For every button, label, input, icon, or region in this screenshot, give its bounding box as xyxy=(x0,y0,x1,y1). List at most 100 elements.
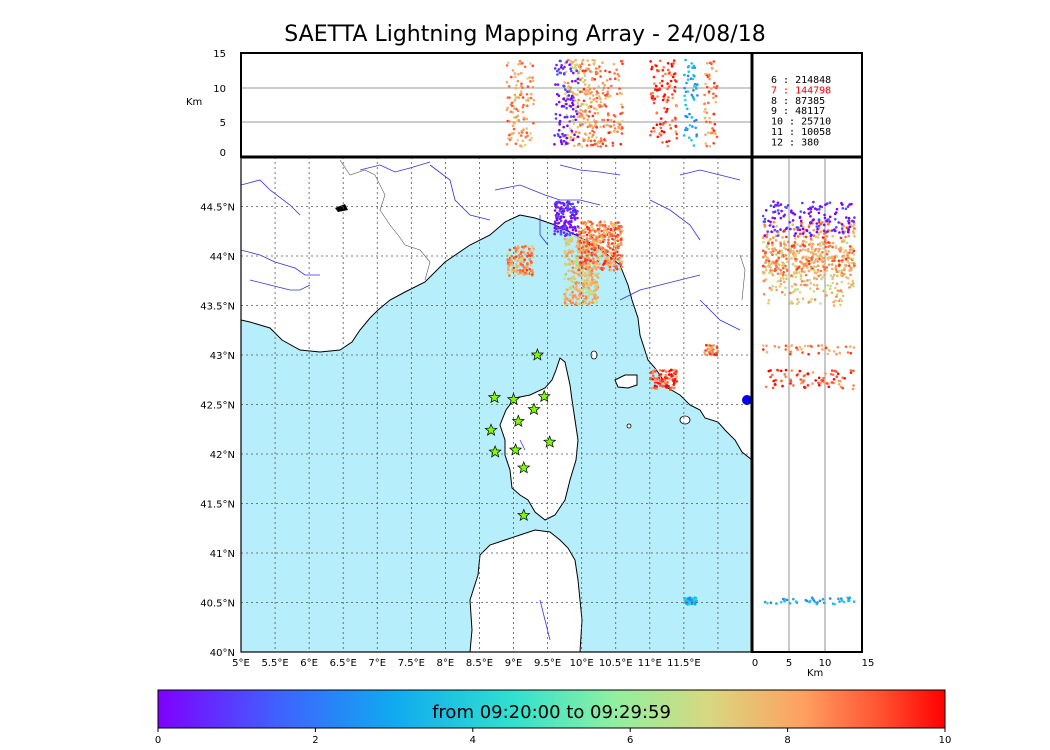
lightning-source xyxy=(589,240,593,244)
top-altitude-source xyxy=(589,143,593,147)
lightning-source xyxy=(712,348,715,351)
right-altitude-source xyxy=(826,284,829,287)
lightning-source xyxy=(566,205,570,208)
right-altitude-source xyxy=(815,222,819,225)
top-altitude-source xyxy=(510,136,513,140)
top-altitude-source xyxy=(612,113,616,117)
right-altitude-source xyxy=(807,269,811,273)
right-altitude-source xyxy=(827,245,830,249)
top-altitude-source xyxy=(674,130,678,133)
lightning-source xyxy=(568,231,572,235)
right-altitude-source xyxy=(850,267,853,270)
top-y-tick-label: 10 xyxy=(213,84,226,95)
top-source-cluster xyxy=(703,60,719,148)
right-altitude-source xyxy=(801,201,804,205)
right-altitude-source xyxy=(776,201,780,205)
legend-row: 10 : 25710 xyxy=(771,117,831,128)
right-altitude-source xyxy=(767,239,770,243)
right-altitude-source xyxy=(784,254,788,257)
lon-tick-label: 9.5°E xyxy=(534,658,561,669)
top-altitude-source xyxy=(604,69,607,73)
right-altitude-source xyxy=(815,283,819,287)
lightning-source xyxy=(610,253,613,256)
lightning-source xyxy=(563,301,567,305)
lightning-source xyxy=(530,244,534,248)
right-altitude-source xyxy=(840,223,844,226)
lightning-source xyxy=(579,256,582,260)
top-altitude-source xyxy=(559,66,563,69)
right-altitude-source xyxy=(800,280,804,283)
right-altitude-source xyxy=(765,350,769,354)
right-altitude-source xyxy=(817,211,821,215)
right-altitude-source xyxy=(767,264,770,268)
top-altitude-source xyxy=(620,92,623,95)
lightning-source xyxy=(670,373,673,376)
colorbar-tick-label: 10 xyxy=(939,735,952,746)
top-altitude-source xyxy=(597,104,601,107)
top-altitude-source xyxy=(691,66,694,69)
center-marker xyxy=(742,395,752,405)
top-altitude-source xyxy=(705,144,708,148)
top-altitude-source xyxy=(608,124,612,128)
top-altitude-source xyxy=(581,123,584,126)
right-altitude-source xyxy=(849,351,853,355)
lightning-source xyxy=(585,238,588,241)
top-altitude-source xyxy=(587,89,590,93)
lightning-source xyxy=(577,265,581,269)
top-altitude-source xyxy=(576,88,580,92)
top-altitude-source xyxy=(569,105,573,108)
top-altitude-source xyxy=(649,133,652,137)
top-altitude-source xyxy=(596,111,600,115)
right-altitude-source xyxy=(767,219,770,223)
right-altitude-source xyxy=(799,249,802,252)
lightning-source xyxy=(593,285,597,289)
right-altitude-source xyxy=(761,249,765,253)
right-altitude-source xyxy=(831,259,834,263)
top-altitude-source xyxy=(658,87,661,90)
lon-tick-label: 7.5°E xyxy=(398,658,425,669)
right-altitude-source xyxy=(806,279,809,282)
top-altitude-source xyxy=(511,69,515,72)
right-altitude-source xyxy=(781,236,784,239)
top-altitude-source xyxy=(531,64,535,68)
right-altitude-source xyxy=(853,264,856,267)
right-altitude-source xyxy=(801,232,805,235)
right-altitude-source xyxy=(808,600,811,604)
lightning-source xyxy=(578,274,581,278)
top-altitude-source xyxy=(583,74,587,77)
lightning-source xyxy=(575,301,578,305)
lightning-source xyxy=(606,250,609,253)
lightning-source xyxy=(715,351,718,355)
right-altitude-source xyxy=(822,242,825,246)
right-altitude-source xyxy=(781,273,785,277)
right-altitude-source xyxy=(825,253,829,256)
top-altitude-source xyxy=(588,97,592,100)
right-altitude-source xyxy=(832,304,836,307)
lightning-source xyxy=(590,291,594,295)
top-altitude-source xyxy=(571,118,575,122)
top-altitude-source xyxy=(675,132,678,136)
top-altitude-source xyxy=(592,98,595,101)
top-panel-bg xyxy=(241,53,862,157)
right-altitude-source xyxy=(823,213,826,217)
lightning-source xyxy=(583,272,587,275)
top-altitude-source xyxy=(520,82,523,86)
colorbar-tick-label: 8 xyxy=(784,735,790,746)
right-altitude-source xyxy=(848,286,851,289)
top-altitude-source xyxy=(561,67,565,70)
lightning-source xyxy=(603,228,607,232)
lightning-source xyxy=(600,229,603,233)
lightning-source xyxy=(611,248,615,251)
lightning-source xyxy=(564,244,568,247)
top-altitude-source xyxy=(520,145,523,148)
right-altitude-source xyxy=(762,292,766,296)
giglio xyxy=(679,415,691,425)
right-altitude-source xyxy=(801,227,805,231)
right-altitude-source xyxy=(767,247,771,251)
lightning-source xyxy=(590,247,593,251)
right-altitude-source xyxy=(823,268,826,272)
lightning-source xyxy=(608,265,612,269)
right-altitude-source xyxy=(818,257,821,261)
top-altitude-source xyxy=(712,60,716,63)
top-altitude-source xyxy=(555,63,558,67)
